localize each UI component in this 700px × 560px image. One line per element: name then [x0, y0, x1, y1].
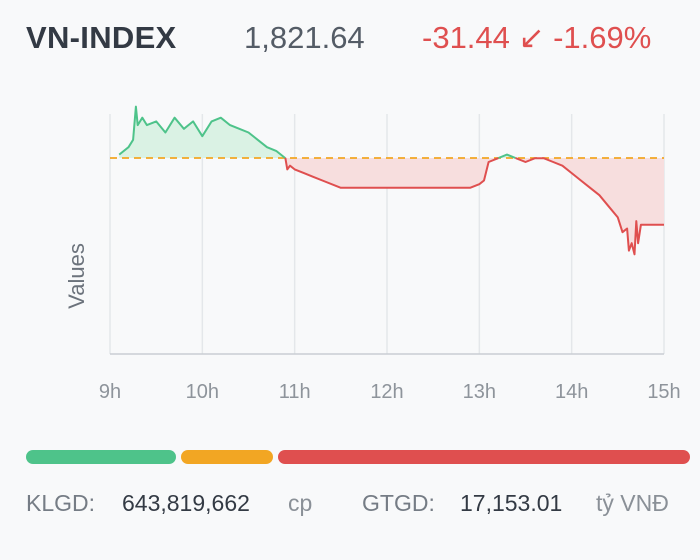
market-breadth-bar [26, 450, 690, 464]
x-tick-label: 12h [370, 381, 403, 403]
turnover-value: 17,153.01 [460, 490, 563, 516]
volume-unit: cp [288, 490, 313, 516]
index-change: -31.44 ↙ -1.69% [422, 20, 652, 55]
x-tick-labels: 9h 10h 11h 12h 13h 14h 15h [99, 381, 681, 403]
y-axis-label: Values [64, 243, 89, 309]
index-header: VN-INDEX 1,821.64 -31.44 ↙ -1.69% [26, 20, 686, 64]
x-tick-label: 15h [647, 381, 680, 403]
intraday-chart[interactable]: 9h 10h 11h 12h 13h 14h 15h Values [0, 100, 700, 410]
turnover-label: GTGD: [362, 490, 435, 516]
volume-value: 643,819,662 [122, 490, 250, 516]
down-area-1 [285, 158, 499, 188]
volume-label: KLGD: [26, 490, 96, 516]
x-tick-label: 14h [555, 381, 588, 403]
index-name: VN-INDEX [26, 20, 177, 55]
up-line-0 [118, 105, 286, 159]
x-tick-label: 9h [99, 381, 121, 403]
up-line-2 [498, 153, 516, 159]
breadth-segment-1 [181, 450, 273, 464]
down-line-1 [284, 157, 499, 189]
footer-stats: KLGD: 643,819,662 cp GTGD: 17,153.01 tỷ … [26, 490, 690, 522]
turnover-unit: tỷ VNĐ [596, 490, 669, 516]
down-line-3 [515, 157, 664, 256]
price-lines [118, 105, 664, 256]
x-tick-label: 10h [186, 381, 219, 403]
x-tick-label: 13h [463, 381, 496, 403]
breadth-segment-0 [26, 450, 177, 464]
breadth-segment-2 [277, 450, 690, 464]
up-area-0 [119, 106, 286, 158]
index-value: 1,821.64 [244, 20, 365, 55]
down-area-3 [515, 158, 664, 255]
x-tick-label: 11h [279, 381, 311, 403]
